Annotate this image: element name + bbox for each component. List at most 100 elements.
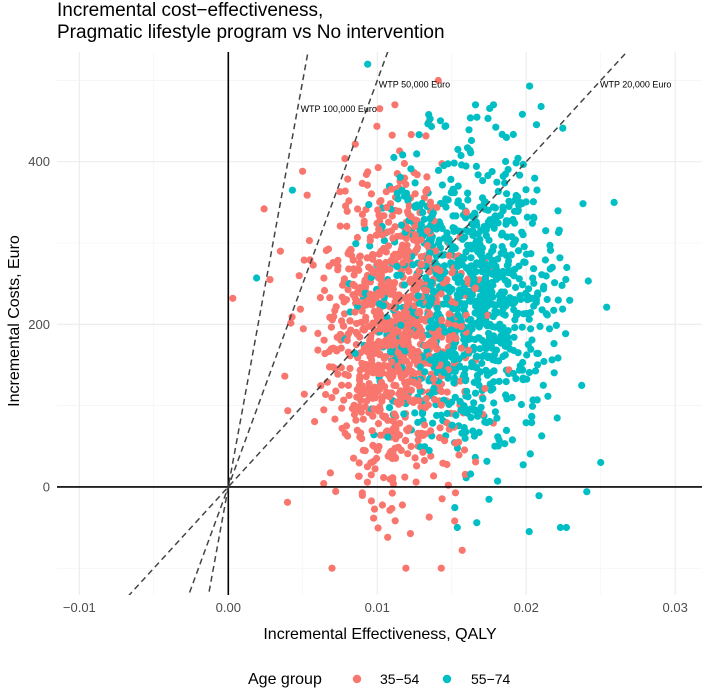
point-age-35-54: [374, 420, 383, 428]
point-age-35-54: [340, 275, 348, 283]
point-age-55-74: [434, 166, 443, 174]
point-age-55-74: [425, 446, 433, 455]
point-age-55-74: [415, 131, 423, 139]
point-age-55-74: [501, 330, 509, 338]
point-age-35-54: [375, 225, 383, 233]
point-age-35-54: [421, 404, 429, 412]
point-age-55-74: [525, 368, 534, 377]
point-age-55-74: [540, 282, 548, 290]
point-age-55-74: [558, 281, 566, 289]
point-age-55-74: [493, 270, 501, 278]
point-age-35-54: [378, 501, 386, 509]
point-age-35-54: [421, 421, 429, 429]
point-age-35-54: [443, 460, 451, 469]
x-tick-label: 0.03: [663, 600, 688, 615]
point-age-35-54: [295, 272, 303, 280]
point-age-55-74: [404, 195, 412, 203]
point-age-55-74: [478, 299, 486, 307]
point-age-35-54: [320, 286, 329, 295]
point-age-35-54: [370, 405, 378, 413]
point-age-55-74: [493, 414, 501, 422]
point-age-35-54: [376, 264, 384, 272]
point-age-55-74: [451, 393, 459, 401]
chart-title: Incremental cost−effectiveness,: [57, 0, 324, 21]
y-tick-label: 200: [28, 317, 50, 332]
point-age-35-54: [309, 261, 317, 269]
point-age-55-74: [462, 248, 470, 256]
point-age-35-54: [423, 186, 431, 194]
point-age-35-54: [472, 458, 480, 466]
point-age-35-54: [451, 517, 459, 525]
point-age-35-54: [358, 359, 366, 367]
point-age-55-74: [472, 162, 480, 170]
point-age-55-74: [501, 311, 509, 319]
point-age-55-74: [503, 190, 511, 198]
point-age-55-74: [376, 300, 384, 308]
point-age-55-74: [427, 299, 435, 307]
point-age-55-74: [440, 262, 449, 270]
point-age-35-54: [369, 342, 377, 350]
point-age-55-74: [553, 414, 561, 422]
legend-swatch-55-74: [442, 674, 452, 684]
point-age-55-74: [485, 236, 493, 244]
point-age-55-74: [436, 117, 445, 125]
point-age-55-74: [578, 381, 586, 389]
point-age-55-74: [399, 151, 407, 159]
point-age-35-54: [383, 427, 391, 435]
point-age-35-54: [352, 416, 360, 424]
point-age-55-74: [520, 243, 528, 251]
point-age-55-74: [566, 296, 574, 304]
point-age-55-74: [422, 274, 430, 282]
point-age-35-54: [359, 415, 367, 423]
wtp-line: [207, 52, 309, 595]
point-age-35-54: [417, 261, 426, 269]
point-age-35-54: [284, 407, 292, 415]
point-age-55-74: [461, 434, 469, 442]
point-age-55-74: [489, 293, 497, 301]
point-age-35-54: [336, 222, 344, 230]
point-age-55-74: [531, 367, 540, 375]
point-age-55-74: [510, 306, 518, 314]
point-age-55-74: [495, 377, 503, 385]
point-age-55-74: [491, 307, 499, 315]
point-age-35-54: [354, 287, 362, 296]
point-age-35-54: [333, 347, 341, 355]
point-age-35-54: [426, 310, 434, 318]
point-age-35-54: [306, 256, 314, 264]
point-age-35-54: [427, 452, 435, 460]
point-age-35-54: [415, 431, 423, 439]
point-age-55-74: [432, 321, 440, 329]
point-age-55-74: [352, 240, 360, 248]
point-age-55-74: [385, 404, 394, 412]
point-age-35-54: [299, 325, 307, 333]
point-age-35-54: [388, 324, 396, 333]
point-age-35-54: [349, 280, 357, 288]
point-age-35-54: [364, 300, 372, 308]
point-age-55-74: [530, 265, 538, 273]
point-age-35-54: [415, 397, 423, 405]
point-age-35-54: [445, 336, 453, 344]
x-axis-title: Incremental Effectiveness, QALY: [263, 626, 497, 643]
point-age-35-54: [361, 278, 369, 286]
point-age-55-74: [489, 101, 498, 109]
point-age-35-54: [334, 370, 342, 378]
point-age-55-74: [511, 283, 520, 292]
wtp-lines: [128, 52, 628, 595]
point-age-55-74: [394, 195, 402, 203]
point-age-35-54: [436, 424, 444, 432]
point-age-55-74: [530, 302, 538, 310]
point-age-35-54: [438, 388, 446, 396]
point-age-35-54: [358, 382, 366, 390]
point-age-35-54: [460, 446, 469, 454]
point-age-35-54: [388, 342, 396, 350]
x-tick-label: 0.01: [365, 600, 390, 615]
x-tick-label: 0.02: [514, 600, 539, 615]
point-age-55-74: [504, 261, 512, 269]
point-age-55-74: [523, 351, 531, 359]
point-age-55-74: [253, 274, 261, 282]
point-age-35-54: [405, 202, 413, 210]
point-age-55-74: [535, 492, 543, 500]
point-age-55-74: [428, 278, 436, 286]
point-age-35-54: [403, 302, 411, 310]
point-age-35-54: [407, 131, 415, 139]
